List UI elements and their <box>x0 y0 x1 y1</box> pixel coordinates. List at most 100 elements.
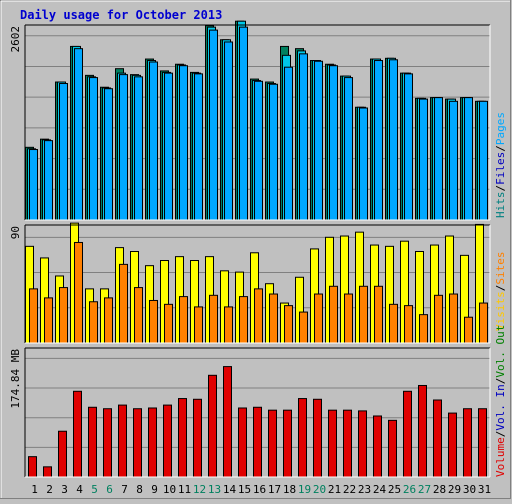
bar-pages <box>434 97 443 221</box>
day-label: 28 <box>433 483 446 496</box>
bar-volume <box>253 406 262 478</box>
bar-volume <box>223 366 232 478</box>
legend-entry: Visits <box>494 291 507 331</box>
bar-pages <box>59 83 68 221</box>
legend-entry: Files <box>494 152 507 185</box>
bar-volume <box>433 399 442 478</box>
legend-entry: Volume <box>494 437 507 477</box>
y-axis-label: 2602 <box>9 26 22 53</box>
bar-volume <box>373 415 382 478</box>
bar-pages <box>194 73 203 221</box>
day-label: 29 <box>448 483 461 496</box>
bar-volume <box>328 409 337 478</box>
bar-pages <box>74 48 83 221</box>
bar-pages <box>359 107 368 221</box>
legend-entry: Hits <box>494 192 507 219</box>
day-label: 11 <box>178 483 191 496</box>
bar-sites <box>74 241 83 344</box>
bar-pages <box>119 74 128 221</box>
bar-pages <box>389 59 398 221</box>
y-axis-label: 90 <box>9 226 22 239</box>
day-label: 2 <box>46 483 53 496</box>
bar-sites <box>194 306 203 344</box>
bar-volume <box>403 390 412 478</box>
day-label: 20 <box>313 483 326 496</box>
day-label: 18 <box>283 483 296 496</box>
bar-pages <box>254 80 263 221</box>
bar-pages <box>104 88 113 221</box>
bar-pages <box>479 100 488 221</box>
day-label: 15 <box>238 483 251 496</box>
day-label: 10 <box>163 483 176 496</box>
bar-volume <box>478 408 487 478</box>
bar-sites <box>374 285 383 344</box>
bar-sites <box>419 314 428 344</box>
bar-sites <box>209 294 218 344</box>
day-label: 24 <box>373 483 387 496</box>
bar-sites <box>179 296 188 344</box>
bar-volume <box>43 466 52 478</box>
bar-volume <box>418 384 427 478</box>
chart-legends: Hits/Files/PagesVisits/SitesVolume/Vol. … <box>494 112 507 477</box>
day-label: 16 <box>253 483 266 496</box>
day-label: 23 <box>358 483 371 496</box>
day-label: 27 <box>418 483 431 496</box>
day-label: 1 <box>31 483 38 496</box>
bar-volume <box>358 410 367 478</box>
bar-volume <box>268 409 277 478</box>
legend-entry: Pages <box>494 112 507 145</box>
legend-entry: / <box>494 185 507 192</box>
bar-volume <box>298 398 307 478</box>
legend-entry: / <box>494 145 507 152</box>
bar-pages <box>224 41 233 221</box>
bar-sites <box>29 288 38 344</box>
bar-volume <box>313 398 322 478</box>
legend-volume: Volume/Vol. In/Vol. Out <box>494 325 507 477</box>
bar-pages <box>419 98 428 221</box>
bar-volume <box>463 408 472 478</box>
day-label: 30 <box>463 483 476 496</box>
legend-visits-sites: Visits/Sites <box>494 252 507 332</box>
bar-pages <box>449 100 458 221</box>
bar-sites <box>104 297 113 344</box>
bar-sites <box>299 311 308 344</box>
bar-sites <box>224 306 233 344</box>
bar-pages <box>29 149 38 221</box>
bar-sites <box>434 294 443 344</box>
legend-entry: Vol. Out <box>494 325 507 378</box>
bar-pages <box>209 29 218 221</box>
bar-sites <box>164 303 173 344</box>
day-label: 19 <box>298 483 311 496</box>
bar-volume <box>388 419 397 478</box>
legend-entry: / <box>494 431 507 438</box>
bar-sites <box>44 297 53 344</box>
chart-title: Daily usage for October 2013 <box>20 8 222 22</box>
bar-pages <box>404 73 413 221</box>
day-label: 17 <box>268 483 281 496</box>
day-label: 6 <box>106 483 113 496</box>
bar-volume <box>58 430 67 478</box>
day-label: 25 <box>388 483 401 496</box>
bar-volume <box>283 409 292 478</box>
bar-pages <box>329 65 338 221</box>
bar-sites <box>344 293 353 344</box>
bar-volume <box>208 374 217 478</box>
day-label: 14 <box>223 483 237 496</box>
bar-volume <box>133 408 142 478</box>
bar-volume <box>193 398 202 478</box>
bar-pages <box>239 26 248 221</box>
day-label: 31 <box>478 483 491 496</box>
legend-entry: Vol. In <box>494 384 507 430</box>
bar-volume <box>88 406 97 478</box>
bar-volume <box>448 412 457 478</box>
bar-sites <box>464 316 473 344</box>
bar-pages <box>284 66 293 221</box>
bar-sites <box>119 263 128 344</box>
y-axis-label: 174.84 MB <box>9 349 22 409</box>
day-label: 3 <box>61 483 68 496</box>
bar-volume <box>238 407 247 478</box>
bar-volume <box>343 409 352 478</box>
bar-volume <box>163 404 172 478</box>
bar-pages <box>464 97 473 221</box>
